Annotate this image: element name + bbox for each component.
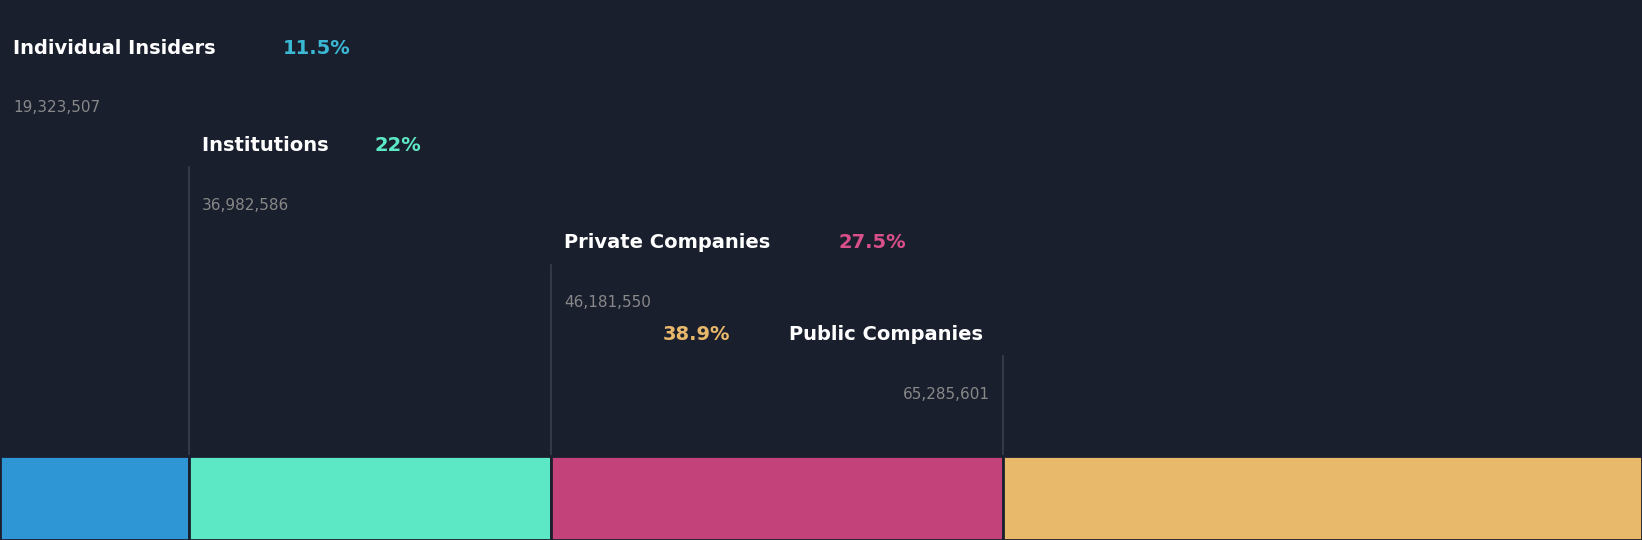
Text: 11.5%: 11.5% (284, 39, 351, 58)
Text: 46,181,550: 46,181,550 (563, 295, 650, 310)
Text: Public Companies: Public Companies (788, 325, 990, 345)
Bar (1003, 456, 1642, 540)
Text: 19,323,507: 19,323,507 (13, 100, 100, 116)
Bar (550, 456, 1003, 540)
Bar (189, 456, 550, 540)
Text: 65,285,601: 65,285,601 (903, 387, 990, 402)
Text: Private Companies: Private Companies (563, 233, 777, 253)
Text: Individual Insiders: Individual Insiders (13, 39, 223, 58)
Text: 27.5%: 27.5% (839, 233, 906, 253)
Text: 38.9%: 38.9% (663, 325, 731, 345)
Bar (0, 456, 189, 540)
Text: Institutions: Institutions (202, 136, 335, 156)
Text: 36,982,586: 36,982,586 (202, 198, 289, 213)
Text: 22%: 22% (374, 136, 420, 156)
